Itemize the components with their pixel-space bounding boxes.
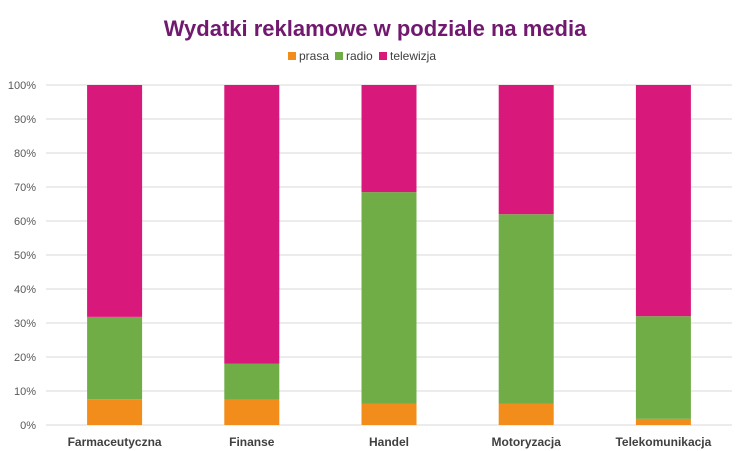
- x-tick-label: Farmaceutyczna: [68, 435, 162, 449]
- bar-radio-farmaceutyczna: [87, 316, 143, 400]
- bar-prasa-motoryzacja: [498, 403, 554, 425]
- y-tick-label: 40%: [14, 284, 36, 296]
- y-tick-label: 90%: [14, 114, 36, 126]
- y-tick-label: 0%: [20, 420, 36, 432]
- legend-label-prasa: prasa: [299, 49, 329, 63]
- bar-telewizja-motoryzacja: [498, 85, 554, 215]
- bar-prasa-handel: [361, 403, 417, 425]
- y-tick-label: 80%: [14, 148, 36, 160]
- bar-prasa-farmaceutyczna: [87, 399, 143, 425]
- bar-telewizja-farmaceutyczna: [87, 85, 143, 317]
- bar-telewizja-telekomunikacja: [635, 85, 691, 317]
- bar-radio-finanse: [224, 363, 280, 400]
- bar-prasa-finanse: [224, 399, 280, 425]
- legend-label-radio: radio: [346, 49, 373, 63]
- x-tick-label: Motoryzacja: [492, 435, 562, 449]
- legend-label-telewizja: telewizja: [390, 49, 436, 63]
- y-tick-label: 100%: [8, 80, 36, 92]
- legend: prasa radio telewizja: [288, 49, 436, 63]
- x-tick-label: Handel: [369, 435, 409, 449]
- legend-swatch-radio: [335, 52, 343, 60]
- bar-prasa-telekomunikacja: [635, 418, 691, 425]
- x-tick-label: Finanse: [229, 435, 275, 449]
- x-tick-label: Telekomunikacja: [615, 435, 711, 449]
- y-tick-label: 50%: [14, 250, 36, 262]
- y-tick-label: 10%: [14, 386, 36, 398]
- y-tick-label: 30%: [14, 318, 36, 330]
- bar-radio-handel: [361, 192, 417, 404]
- bar-telewizja-finanse: [224, 85, 280, 364]
- bar-telewizja-handel: [361, 85, 417, 193]
- legend-swatch-prasa: [288, 52, 296, 60]
- bar-radio-telekomunikacja: [635, 316, 691, 419]
- legend-swatch-telewizja: [379, 52, 387, 60]
- chart-title: Wydatki reklamowe w podziale na media: [164, 16, 587, 41]
- y-tick-label: 20%: [14, 352, 36, 364]
- x-axis-labels: Farmaceutyczna Finanse Handel Motoryzacja Te…: [68, 435, 712, 449]
- y-tick-label: 70%: [14, 182, 36, 194]
- y-tick-label: 60%: [14, 216, 36, 228]
- bar-radio-motoryzacja: [498, 214, 554, 404]
- bars: [87, 85, 691, 425]
